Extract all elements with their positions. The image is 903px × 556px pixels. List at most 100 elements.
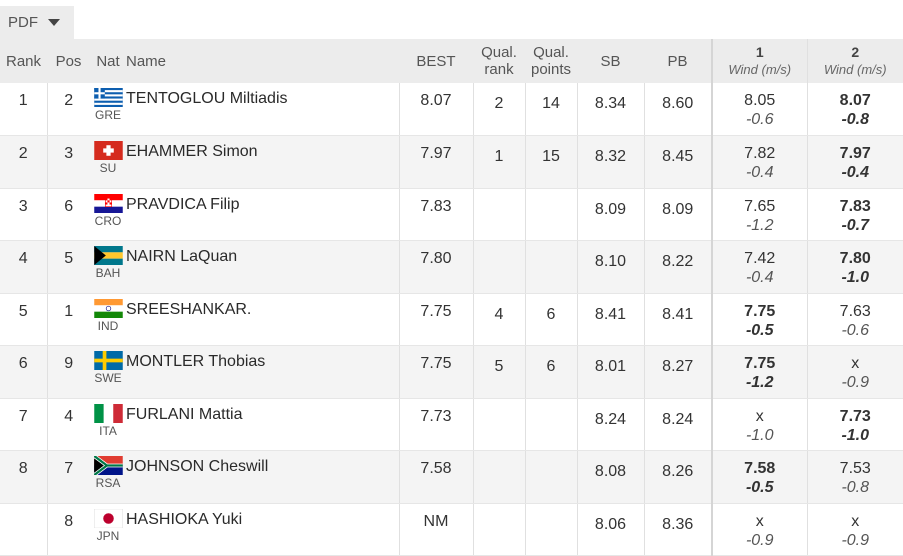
best-cell: 7.73 [399,398,473,451]
best-cell: 7.75 [399,293,473,346]
header-row: Rank Pos Nat Name BEST Qual. rank Qual. … [0,39,903,83]
best-cell: 7.75 [399,346,473,399]
qual-rank-cell [473,398,525,451]
col-best[interactable]: BEST [399,39,473,83]
athlete-name[interactable]: PRAVDICA Filip [126,188,399,241]
attempt-1-cell: 7.75-0.5 [712,293,807,346]
rank-cell: 4 [0,241,47,294]
attempt-2-wind: -0.8 [808,478,903,497]
best-cell: 7.83 [399,188,473,241]
pos-cell: 6 [47,188,90,241]
qual-points-cell: 14 [525,83,577,136]
pb-cell: 8.45 [644,136,712,189]
attempt-1-wind: -1.2 [713,373,807,392]
attempt-2-mark: 7.80 [808,249,903,268]
nat-cell: RSA [90,451,126,504]
japan-flag-icon [90,509,126,528]
attempt-1-cell: 8.05-0.6 [712,83,807,136]
country-code: RSA [90,476,126,490]
col-pb[interactable]: PB [644,39,712,83]
attempt-1-mark: x [713,512,807,531]
attempt-2-mark: 8.07 [808,91,903,110]
col-sb[interactable]: SB [577,39,644,83]
south-africa-flag-icon [90,456,126,475]
attempt-1-cell: 7.58-0.5 [712,451,807,504]
col-attempt-2[interactable]: 2 Wind (m/s) [807,39,903,83]
qual-points-cell [525,503,577,556]
athlete-name[interactable]: FURLANI Mattia [126,398,399,451]
rank-cell [0,503,47,556]
col-qual-rank[interactable]: Qual. rank [473,39,525,83]
col-rank[interactable]: Rank [0,39,47,83]
pos-cell: 8 [47,503,90,556]
nat-cell: ITA [90,398,126,451]
qual-rank-cell [473,503,525,556]
bahamas-flag-icon [90,246,126,265]
attempt-1-cell: 7.65-1.2 [712,188,807,241]
attempt-2-wind: -0.9 [808,373,903,392]
country-code: SU [90,161,126,175]
sb-cell: 8.34 [577,83,644,136]
col-nat[interactable]: Nat [90,39,126,83]
best-cell: 8.07 [399,83,473,136]
athlete-name[interactable]: EHAMMER Simon [126,136,399,189]
country-code: CRO [90,214,126,228]
attempt-1-cell: 7.42-0.4 [712,241,807,294]
sb-cell: 8.10 [577,241,644,294]
attempt-2-wind: -1.0 [808,426,903,445]
pb-cell: 8.26 [644,451,712,504]
pos-cell: 7 [47,451,90,504]
qual-rank-cell: 1 [473,136,525,189]
athlete-name[interactable]: SREESHANKAR. [126,293,399,346]
athlete-name[interactable]: JOHNSON Cheswill [126,451,399,504]
col-pos[interactable]: Pos [47,39,90,83]
pb-cell: 8.41 [644,293,712,346]
attempt-1-cell: x-1.0 [712,398,807,451]
switzerland-flag-icon [90,141,126,160]
nat-cell: SU [90,136,126,189]
attempt-1-wind: -0.6 [713,110,807,129]
athlete-name[interactable]: TENTOGLOU Miltiadis [126,83,399,136]
pdf-dropdown-button[interactable]: PDF [0,6,74,39]
greece-flag-icon [90,88,126,107]
col-attempt-1[interactable]: 1 Wind (m/s) [712,39,807,83]
pos-cell: 1 [47,293,90,346]
best-cell: 7.80 [399,241,473,294]
col-qual-points[interactable]: Qual. points [525,39,577,83]
qual-points-cell: 6 [525,346,577,399]
attempt-1-wind: -0.4 [713,268,807,287]
attempt-2-cell: 7.63-0.6 [807,293,903,346]
sb-cell: 8.01 [577,346,644,399]
attempt-2-cell: 7.73-1.0 [807,398,903,451]
attempt-1-number: 1 [713,44,807,61]
attempt-2-wind: -0.4 [808,163,903,182]
attempt-2-cell: x-0.9 [807,346,903,399]
athlete-name[interactable]: MONTLER Thobias [126,346,399,399]
sb-cell: 8.41 [577,293,644,346]
athlete-name[interactable]: HASHIOKA Yuki [126,503,399,556]
pos-cell: 2 [47,83,90,136]
pb-cell: 8.60 [644,83,712,136]
col-name[interactable]: Name [126,39,399,83]
country-code: JPN [90,529,126,543]
qual-points-cell [525,398,577,451]
results-table: Rank Pos Nat Name BEST Qual. rank Qual. … [0,39,903,556]
country-code: SWE [90,371,126,385]
rank-cell: 1 [0,83,47,136]
pb-cell: 8.24 [644,398,712,451]
italy-flag-icon [90,404,126,423]
attempt-1-wind: -1.2 [713,216,807,235]
qual-points-cell [525,241,577,294]
caret-down-icon [48,19,60,26]
attempt-1-cell: 7.82-0.4 [712,136,807,189]
athlete-name[interactable]: NAIRN LaQuan [126,241,399,294]
